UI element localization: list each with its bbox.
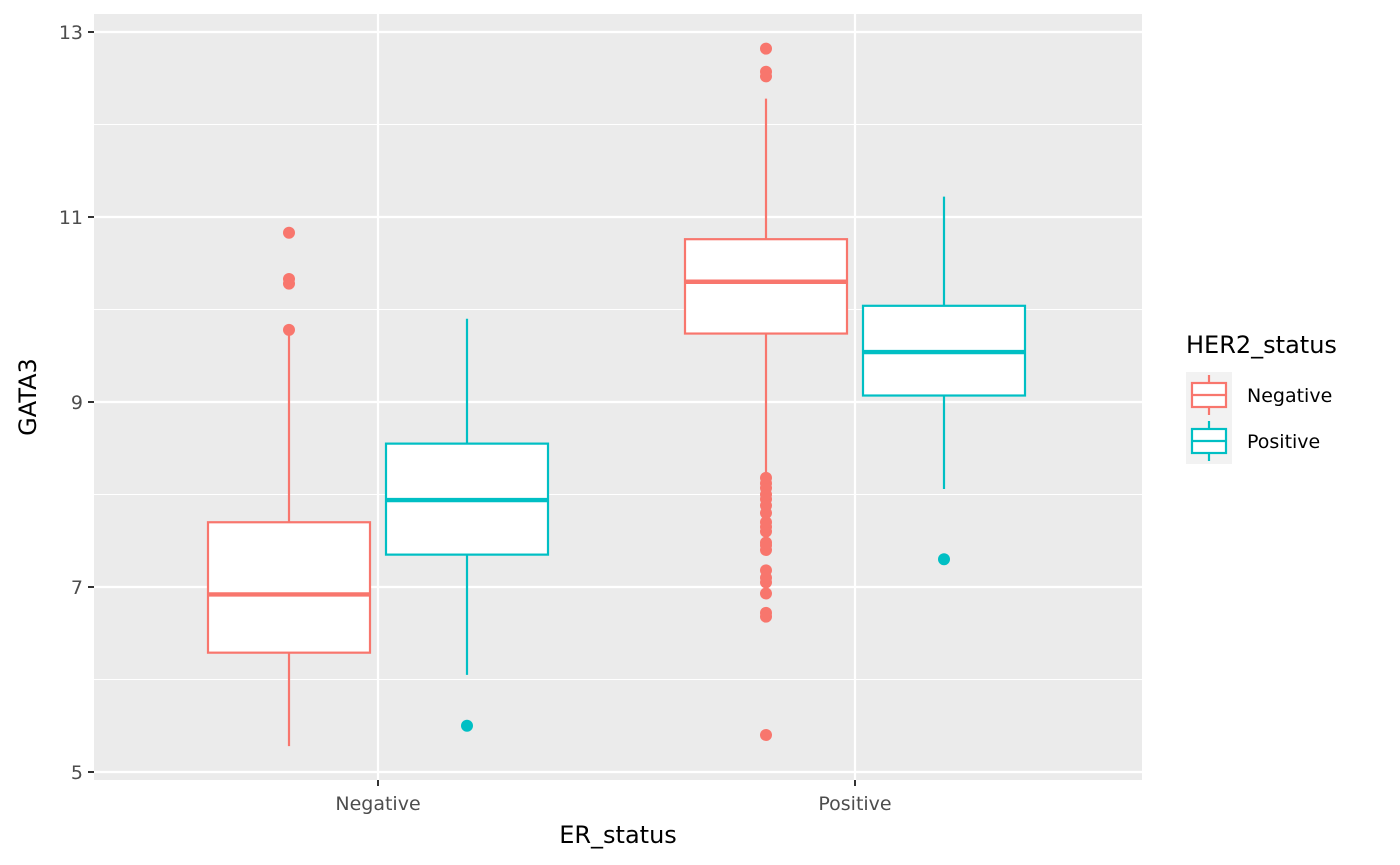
outlier-point: [283, 226, 295, 239]
outlier-point: [760, 587, 772, 600]
boxplots: [206, 42, 1027, 747]
legend: HER2_status Negative Positive: [1186, 331, 1337, 464]
y-axis-title: GATA3: [14, 358, 42, 436]
x-tick-label: Negative: [335, 793, 420, 815]
y-tick-label: 13: [59, 22, 83, 44]
y-tick-label: 7: [71, 577, 83, 599]
x-tick-label: Positive: [818, 793, 891, 815]
legend-label-positive: Positive: [1247, 431, 1320, 453]
outlier-point: [760, 729, 772, 741]
y-tick-label: 5: [71, 762, 83, 784]
x-axis: Negative Positive: [335, 780, 892, 815]
outlier-point: [760, 42, 772, 55]
minor-gridlines: [94, 123, 1142, 681]
box: [683, 238, 849, 335]
outlier-point: [760, 564, 772, 577]
outlier-point: [760, 516, 772, 529]
box: [206, 521, 372, 654]
outlier-point: [283, 323, 295, 336]
y-axis: 5 7 9 11 13: [59, 22, 94, 784]
outlier-point: [283, 272, 295, 285]
outlier-point: [938, 553, 950, 566]
legend-title: HER2_status: [1186, 331, 1337, 359]
plot-panel: [94, 14, 1142, 780]
outlier-point: [760, 606, 772, 619]
y-tick-label: 11: [59, 207, 83, 229]
y-tick-label: 9: [71, 392, 83, 414]
legend-label-negative: Negative: [1247, 385, 1332, 407]
outlier-point: [760, 471, 772, 484]
x-axis-title: ER_status: [559, 821, 677, 849]
outlier-point: [461, 719, 473, 732]
outlier-point: [760, 536, 772, 549]
legend-keys: [1190, 375, 1228, 461]
outlier-point: [760, 65, 772, 78]
